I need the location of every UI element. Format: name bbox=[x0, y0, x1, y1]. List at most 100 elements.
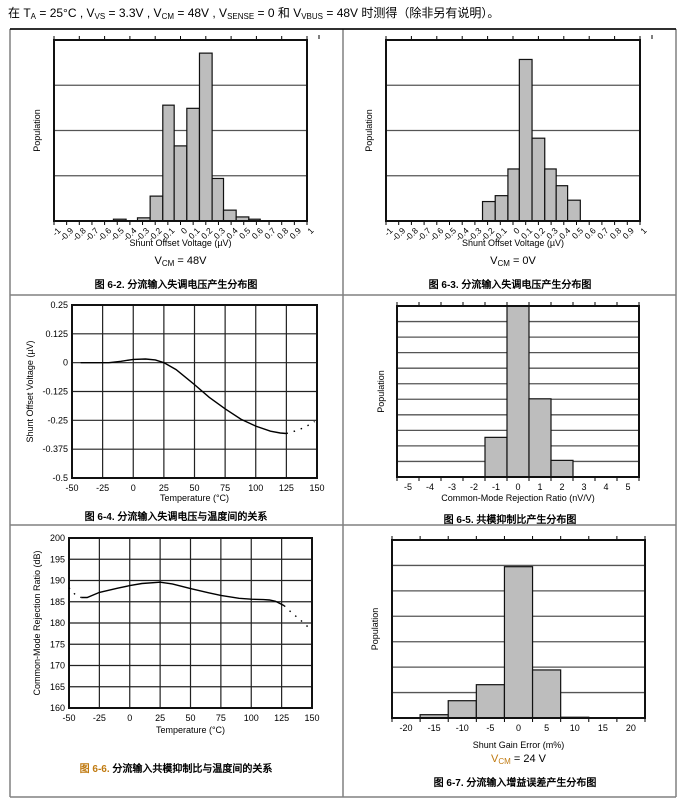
x-tick-label: 150 bbox=[309, 483, 324, 493]
figure-number: 图 6-3. bbox=[428, 280, 459, 291]
histogram-bar bbox=[484, 436, 508, 478]
x-tick-label: -10 bbox=[456, 723, 469, 733]
figure-title: 分流输入增益误差产生分布图 bbox=[463, 778, 597, 789]
header-text: = 48V , V bbox=[174, 6, 228, 20]
figure-caption: 图 6-3. 分流输入失调电压产生分布图 bbox=[429, 276, 592, 291]
histogram-bar bbox=[173, 145, 188, 222]
x-tick-label: 2 bbox=[559, 482, 564, 492]
x-tick-label: 125 bbox=[279, 483, 294, 493]
x-tick-label: 125 bbox=[274, 713, 289, 723]
condition-label: VCM = 0V bbox=[490, 255, 536, 268]
x-tick-label: -50 bbox=[65, 483, 78, 493]
x-tick-label: 10 bbox=[570, 723, 580, 733]
x-tick-label: -1 bbox=[492, 482, 500, 492]
header-text: = 3.3V , V bbox=[105, 6, 162, 20]
x-tick-label: 0 bbox=[515, 482, 520, 492]
y-axis-label: Common-Mode Rejection Ratio (dB) bbox=[32, 550, 42, 695]
x-tick-label: 25 bbox=[159, 483, 169, 493]
figure-caption: 图 6-2. 分流输入失调电压产生分布图 bbox=[95, 276, 258, 291]
histogram-bar bbox=[447, 700, 477, 719]
histogram-bar bbox=[507, 168, 520, 222]
x-tick-label: 0 bbox=[127, 713, 132, 723]
x-tick-label: 75 bbox=[216, 713, 226, 723]
condition-part: = 48V bbox=[174, 255, 207, 267]
y-tick-label: 175 bbox=[50, 639, 65, 649]
histogram-bar bbox=[222, 209, 237, 222]
condition-part: CM bbox=[498, 757, 511, 766]
y-tick-label: 190 bbox=[50, 576, 65, 586]
x-tick-label: 100 bbox=[248, 483, 263, 493]
figure-caption: 图 6-7. 分流输入增益误差产生分布图 bbox=[434, 774, 597, 789]
x-axis-label: Common-Mode Rejection Ratio (nV/V) bbox=[441, 493, 595, 503]
y-tick-label: -0.125 bbox=[42, 387, 68, 397]
plot-frame bbox=[391, 539, 646, 719]
histogram-bar bbox=[149, 195, 164, 222]
histogram-bar bbox=[518, 58, 533, 222]
x-tick-label: -15 bbox=[428, 723, 441, 733]
x-tick-label: 0.9 bbox=[288, 225, 304, 241]
histogram-bar bbox=[211, 177, 225, 222]
histogram-bar bbox=[475, 684, 506, 719]
x-tick-label: 15 bbox=[598, 723, 608, 733]
x-tick-label: 1 bbox=[537, 482, 542, 492]
figure-caption: 图 6-6. 分流输入共模抑制比与温度间的关系 bbox=[80, 760, 273, 775]
histogram-bar bbox=[503, 566, 534, 719]
conditions-header: 在 TA = 25°C , VVS = 3.3V , VCM = 48V , V… bbox=[8, 4, 499, 21]
header-text: = 25°C , V bbox=[36, 6, 95, 20]
x-tick-label: 0 bbox=[131, 483, 136, 493]
x-tick-label: -20 bbox=[400, 723, 413, 733]
x-tick-label: -25 bbox=[96, 483, 109, 493]
histogram-bar bbox=[494, 195, 509, 222]
x-axis-label: Temperature (°C) bbox=[160, 493, 229, 503]
x-tick-label: 75 bbox=[220, 483, 230, 493]
figure-title: 分流输入失调电压产生分布图 bbox=[458, 280, 592, 291]
x-tick-label: 0 bbox=[179, 225, 190, 236]
histogram-bar bbox=[186, 107, 201, 222]
header-subscript: SENSE bbox=[227, 12, 255, 21]
condition-part: = 24 V bbox=[510, 753, 546, 765]
y-tick-label: 160 bbox=[50, 703, 65, 713]
condition-part: V bbox=[490, 255, 498, 267]
figure-caption: 图 6-5. 共模抑制比产生分布图 bbox=[444, 511, 577, 526]
x-tick-label: 50 bbox=[185, 713, 195, 723]
x-tick-label: -4 bbox=[426, 482, 434, 492]
condition-part: V bbox=[491, 753, 499, 765]
x-tick-label: -5 bbox=[404, 482, 412, 492]
y-tick-label: -0.375 bbox=[42, 444, 68, 454]
figure-title: 分流输入共模抑制比与温度间的关系 bbox=[109, 764, 273, 775]
x-axis-label: Shunt Offset Voltage (µV) bbox=[129, 238, 231, 248]
header-text: = 0 和 V bbox=[254, 6, 302, 20]
x-tick-label: 5 bbox=[625, 482, 630, 492]
y-axis-label: Shunt Offset Voltage (µV) bbox=[25, 340, 35, 442]
figure-number: 图 6-5. bbox=[443, 515, 474, 526]
x-tick-label: 20 bbox=[626, 723, 636, 733]
figure-title: 分流输入失调电压与温度间的关系 bbox=[114, 512, 268, 523]
y-tick-label: 0.125 bbox=[45, 329, 68, 339]
series-line-extrapolated-high bbox=[283, 605, 309, 628]
x-axis-label: Shunt Gain Error (m%) bbox=[473, 740, 565, 750]
histogram-bar bbox=[531, 669, 562, 719]
condition-part: CM bbox=[497, 259, 510, 268]
header-subscript: VS bbox=[94, 12, 106, 21]
y-tick-label: 0 bbox=[63, 358, 68, 368]
header-subscript: A bbox=[30, 12, 37, 21]
figure-number: 图 6-6. bbox=[79, 764, 110, 775]
x-tick-label: 100 bbox=[244, 713, 259, 723]
header-subscript: VBUS bbox=[301, 12, 324, 21]
header-subscript: CM bbox=[161, 12, 175, 21]
condition-part: CM bbox=[161, 259, 175, 268]
figure-number: 图 6-7. bbox=[433, 778, 464, 789]
plot-frame bbox=[71, 304, 318, 479]
x-tick-label: 0.9 bbox=[620, 225, 636, 241]
figure-title: 分流输入失调电压产生分布图 bbox=[124, 280, 258, 291]
y-tick-label: 195 bbox=[50, 554, 65, 564]
plot-frame bbox=[385, 39, 641, 222]
plot-frame bbox=[396, 305, 640, 478]
histogram-bar bbox=[506, 305, 530, 478]
x-tick-label: 0 bbox=[511, 225, 522, 236]
series-line-measured bbox=[81, 581, 285, 607]
y-tick-label: 165 bbox=[50, 682, 65, 692]
y-axis-label: Population bbox=[376, 370, 386, 413]
condition-part: = 0V bbox=[509, 255, 536, 267]
y-tick-label: 200 bbox=[50, 533, 65, 543]
